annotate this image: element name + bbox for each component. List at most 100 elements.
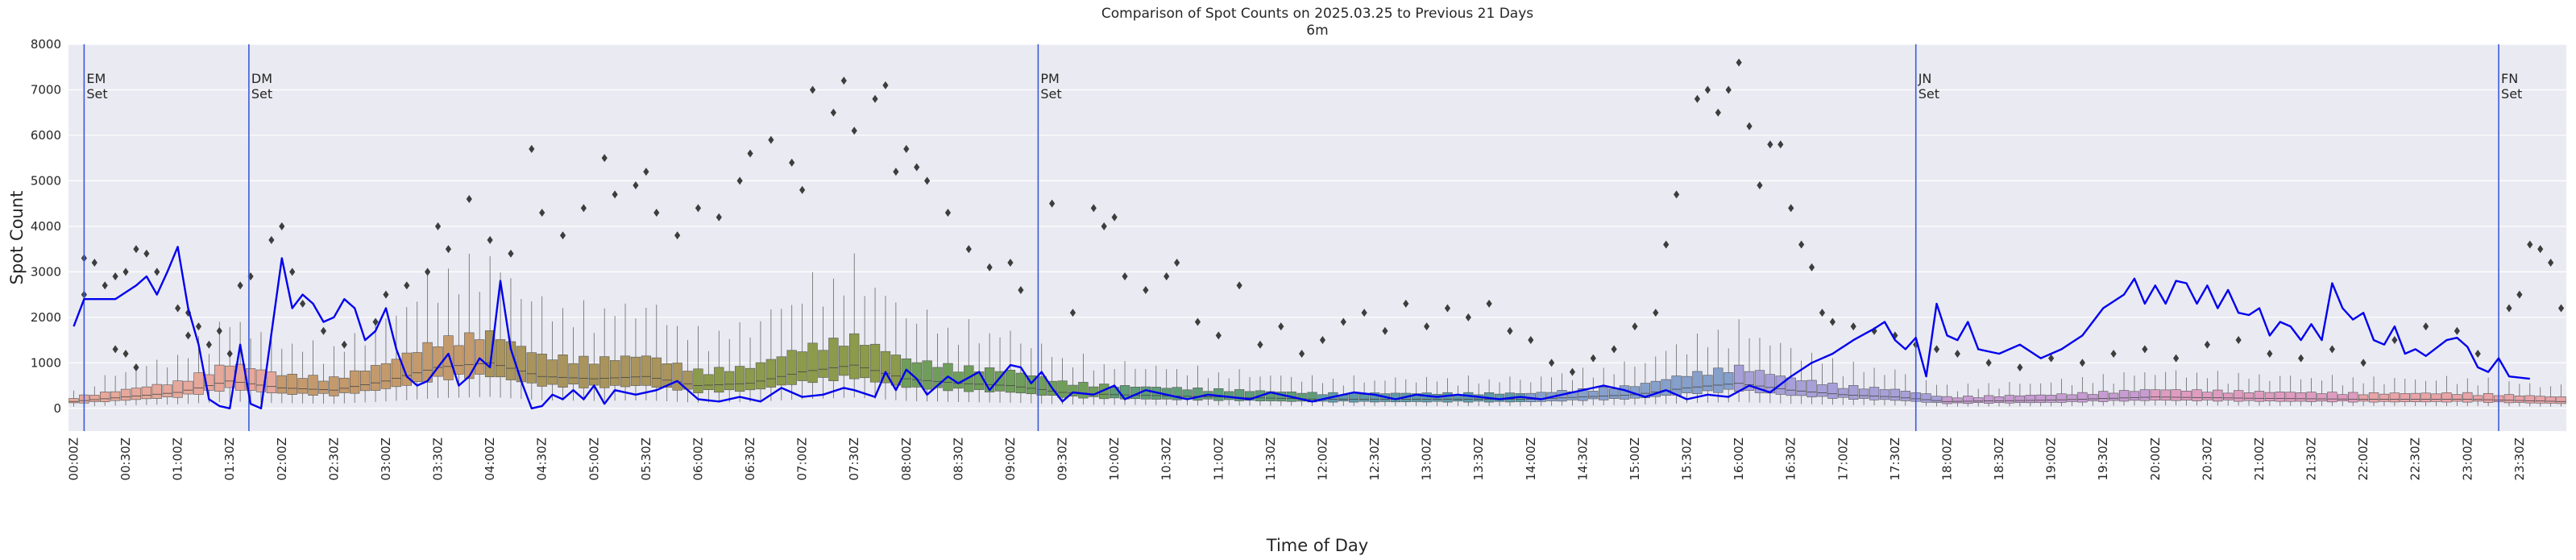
outlier-point xyxy=(1569,367,1576,376)
outlier-point xyxy=(404,281,410,290)
outlier-point xyxy=(2506,304,2512,313)
box-body xyxy=(1650,380,1661,397)
outlier-point xyxy=(2557,304,2565,313)
outlier-point xyxy=(1424,322,1430,331)
time-bin-box xyxy=(797,303,807,400)
box-body xyxy=(1172,387,1182,400)
time-bin-box xyxy=(2223,384,2234,406)
box-body xyxy=(1786,377,1796,396)
x-tick-label: 14:30Z xyxy=(1575,438,1590,481)
outlier-point xyxy=(1632,322,1638,331)
time-bin-box xyxy=(2483,377,2494,407)
time-bin-box xyxy=(1973,388,1984,407)
time-bin-box xyxy=(1931,384,1942,407)
time-bin-box xyxy=(2358,383,2369,406)
outlier-point xyxy=(320,326,327,335)
box-body xyxy=(807,342,818,384)
box-body xyxy=(2400,393,2410,402)
x-tick-label: 21:30Z xyxy=(2304,438,2319,481)
box-body xyxy=(1754,370,1765,393)
time-bin-box xyxy=(537,296,547,400)
x-tick-label: 13:00Z xyxy=(1420,438,1434,481)
box-body xyxy=(2139,389,2151,401)
box-body xyxy=(1671,375,1682,396)
box-body xyxy=(1359,394,1370,402)
outlier-point xyxy=(1122,272,1128,280)
box-body xyxy=(380,363,392,389)
x-tick-label: 23:30Z xyxy=(2512,438,2527,481)
x-tick-label: 03:30Z xyxy=(431,438,446,481)
outlier-point xyxy=(1829,317,1836,326)
box-body xyxy=(120,388,131,401)
box-body xyxy=(2192,389,2202,401)
box-body xyxy=(890,355,902,386)
box-body xyxy=(1608,388,1620,399)
time-bin-box xyxy=(266,334,277,403)
time-bin-box xyxy=(287,343,297,404)
time-bin-box xyxy=(495,272,506,398)
box-body xyxy=(755,362,766,390)
y-tick-label: 2000 xyxy=(31,310,61,325)
box-body xyxy=(2514,395,2525,403)
outlier-point xyxy=(1215,331,1222,340)
x-tick-label: 00:30Z xyxy=(118,438,133,481)
outlier-point xyxy=(643,168,649,176)
box-body xyxy=(131,388,142,400)
box-body xyxy=(2524,395,2535,404)
box-body xyxy=(579,355,589,388)
box-body xyxy=(1005,370,1016,393)
outlier-point xyxy=(2360,359,2367,367)
box-body xyxy=(1661,379,1671,396)
outlier-point xyxy=(1143,285,1149,294)
outlier-point xyxy=(529,144,535,153)
outlier-point xyxy=(1069,309,1076,317)
x-tick-label: 12:30Z xyxy=(1367,438,1382,481)
time-bin-box xyxy=(651,305,662,401)
outlier-point xyxy=(1653,309,1659,317)
outlier-point xyxy=(1819,309,1826,317)
outlier-point xyxy=(924,176,931,185)
box-body xyxy=(1952,397,1963,404)
time-bin-box xyxy=(1983,383,1994,407)
box-body xyxy=(162,384,172,398)
time-bin-box xyxy=(2129,375,2140,406)
x-tick-label: 08:30Z xyxy=(951,438,965,481)
time-bin-box xyxy=(2348,377,2358,406)
outlier-point xyxy=(903,144,910,153)
time-bin-box xyxy=(183,358,193,404)
box-body xyxy=(2264,392,2275,401)
outlier-point xyxy=(1850,322,1856,331)
box-body xyxy=(266,371,277,393)
x-tick-label: 09:00Z xyxy=(1003,438,1018,481)
outlier-point xyxy=(2173,354,2180,363)
time-bin-box xyxy=(110,375,121,406)
time-bin-box xyxy=(2192,372,2202,406)
outlier-point xyxy=(840,77,847,85)
box-body xyxy=(1588,391,1599,400)
outlier-point xyxy=(851,127,857,135)
x-tick-label: 02:00Z xyxy=(275,438,289,481)
box-body xyxy=(2254,391,2265,402)
time-bin-box xyxy=(1858,371,1869,405)
box-body xyxy=(1234,389,1245,401)
box-body xyxy=(1421,392,1432,403)
time-bin-box xyxy=(765,309,777,401)
outlier-point xyxy=(1674,190,1680,199)
box-body xyxy=(391,359,402,388)
outlier-point xyxy=(122,268,129,276)
x-tick-label: 15:00Z xyxy=(1628,438,1642,481)
box-body xyxy=(318,380,329,394)
time-bin-box xyxy=(2285,375,2296,406)
marker-label-sub: Set xyxy=(1919,86,1939,102)
time-bin-box xyxy=(599,308,610,401)
outlier-point xyxy=(799,185,806,194)
box-body xyxy=(110,391,121,401)
box-body xyxy=(994,371,1006,392)
x-tick-label: 21:00Z xyxy=(2252,438,2267,481)
box-body xyxy=(2181,390,2192,400)
box-body xyxy=(693,368,703,393)
marker-label: EM xyxy=(86,71,106,86)
time-bin-box xyxy=(2025,384,2035,407)
outlier-point xyxy=(2142,345,2148,354)
chart-subtitle: 6m xyxy=(1306,23,1328,39)
